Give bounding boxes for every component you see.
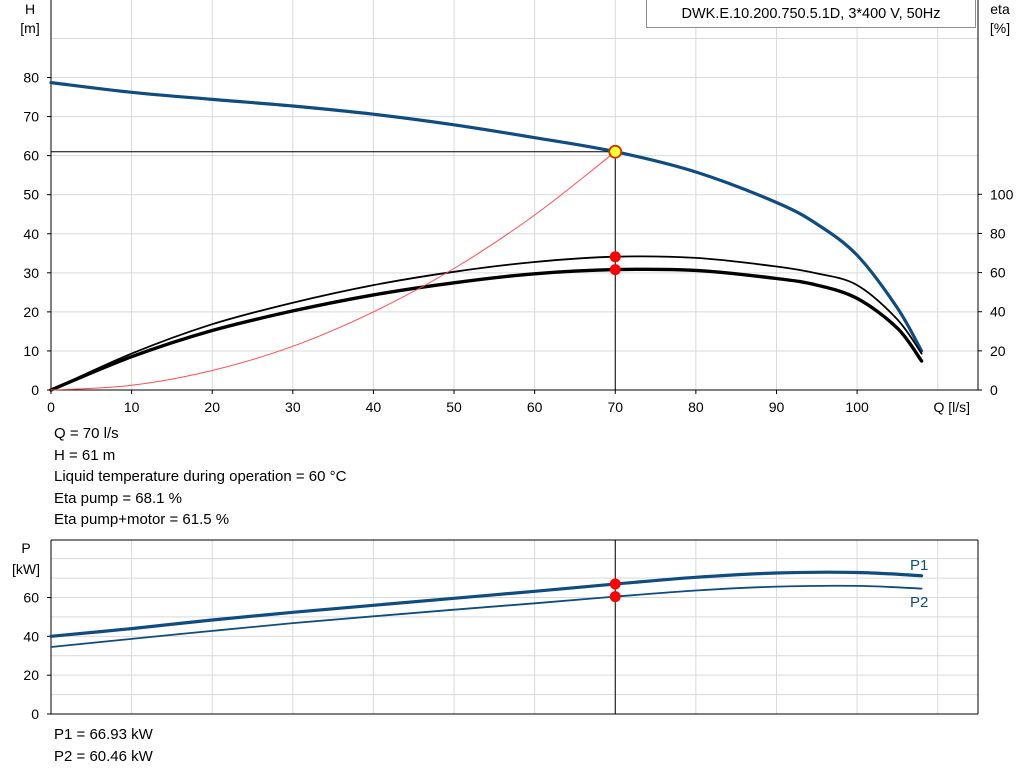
y-axis-label: H bbox=[25, 1, 35, 17]
y-tick-label: 80 bbox=[23, 70, 39, 86]
x-tick-label: 0 bbox=[47, 399, 55, 415]
eta-pump-marker bbox=[609, 251, 621, 263]
p-axis-unit: [kW] bbox=[12, 561, 40, 577]
y-right-axis-unit: [%] bbox=[990, 20, 1010, 36]
x-tick-label: 10 bbox=[124, 399, 140, 415]
p-axis-label: P bbox=[21, 540, 30, 556]
x-tick-label: 60 bbox=[527, 399, 543, 415]
info-head: H = 61 m bbox=[54, 446, 116, 464]
p-tick-label: 0 bbox=[31, 706, 39, 722]
info-p1: P1 = 66.93 kW bbox=[54, 726, 153, 743]
y-right-tick-label: 20 bbox=[990, 343, 1006, 359]
y-tick-label: 30 bbox=[23, 265, 39, 281]
p2-curve bbox=[50, 584, 923, 648]
y-tick-label: 70 bbox=[23, 109, 39, 125]
upper-grid bbox=[51, 0, 978, 390]
head-curve bbox=[49, 81, 924, 353]
p2-marker bbox=[609, 591, 621, 603]
y-right-tick-label: 0 bbox=[990, 382, 998, 398]
y-right-tick-label: 40 bbox=[990, 304, 1006, 320]
x-tick-label: 20 bbox=[204, 399, 220, 415]
info-p2: P2 = 60.46 kW bbox=[54, 747, 153, 765]
y-axis-unit: [m] bbox=[20, 20, 39, 36]
y-right-tick-label: 100 bbox=[990, 186, 1014, 202]
p-tick-label: 20 bbox=[23, 667, 39, 683]
p1-marker bbox=[609, 578, 621, 590]
y-tick-label: 60 bbox=[23, 148, 39, 164]
x-tick-label: 40 bbox=[366, 399, 382, 415]
y-right-axis-label: eta bbox=[990, 1, 1010, 17]
operating-point-info: Q = 70 l/s H = 61 m Liquid temperature d… bbox=[54, 423, 346, 531]
chart-title: DWK.E.10.200.750.5.1D, 3*400 V, 50Hz bbox=[646, 0, 976, 28]
y-tick-label: 10 bbox=[23, 343, 39, 359]
p-tick-label: 60 bbox=[23, 590, 39, 606]
y-tick-label: 0 bbox=[31, 382, 39, 398]
p2-series-label: P2 bbox=[910, 594, 928, 611]
x-tick-label: 100 bbox=[845, 399, 869, 415]
eta-pump-curve bbox=[50, 255, 923, 391]
p1-curve bbox=[49, 570, 924, 638]
info-eta-pump-motor: Eta pump+motor = 61.5 % bbox=[54, 511, 230, 528]
system-curve bbox=[50, 151, 616, 391]
y-tick-label: 50 bbox=[23, 187, 39, 203]
y-right-tick-label: 80 bbox=[990, 225, 1006, 241]
x-tick-label: 80 bbox=[688, 399, 704, 415]
y-tick-label: 20 bbox=[23, 304, 39, 320]
power-info: P1 = 66.93 kW P2 = 60.46 kW bbox=[54, 724, 153, 767]
info-flow: Q = 70 l/s bbox=[54, 425, 119, 442]
y-tick-label: 40 bbox=[23, 226, 39, 242]
y-right-tick-label: 60 bbox=[990, 265, 1006, 281]
p1-series-label: P1 bbox=[910, 557, 928, 574]
x-axis-label: Q [l/s] bbox=[933, 399, 970, 415]
operating-point-marker bbox=[608, 144, 623, 159]
info-eta-pump: Eta pump = 68.1 % bbox=[54, 489, 182, 507]
lower-grid bbox=[51, 540, 978, 714]
eta-total-curve bbox=[49, 267, 924, 392]
x-tick-label: 30 bbox=[285, 399, 301, 415]
x-tick-label: 90 bbox=[769, 399, 785, 415]
info-liquid-temperature: Liquid temperature during operation = 60… bbox=[54, 468, 347, 485]
x-tick-label: 50 bbox=[446, 399, 462, 415]
eta-total-marker bbox=[609, 264, 621, 276]
x-tick-label: 70 bbox=[607, 399, 623, 415]
p-tick-label: 40 bbox=[23, 628, 39, 644]
